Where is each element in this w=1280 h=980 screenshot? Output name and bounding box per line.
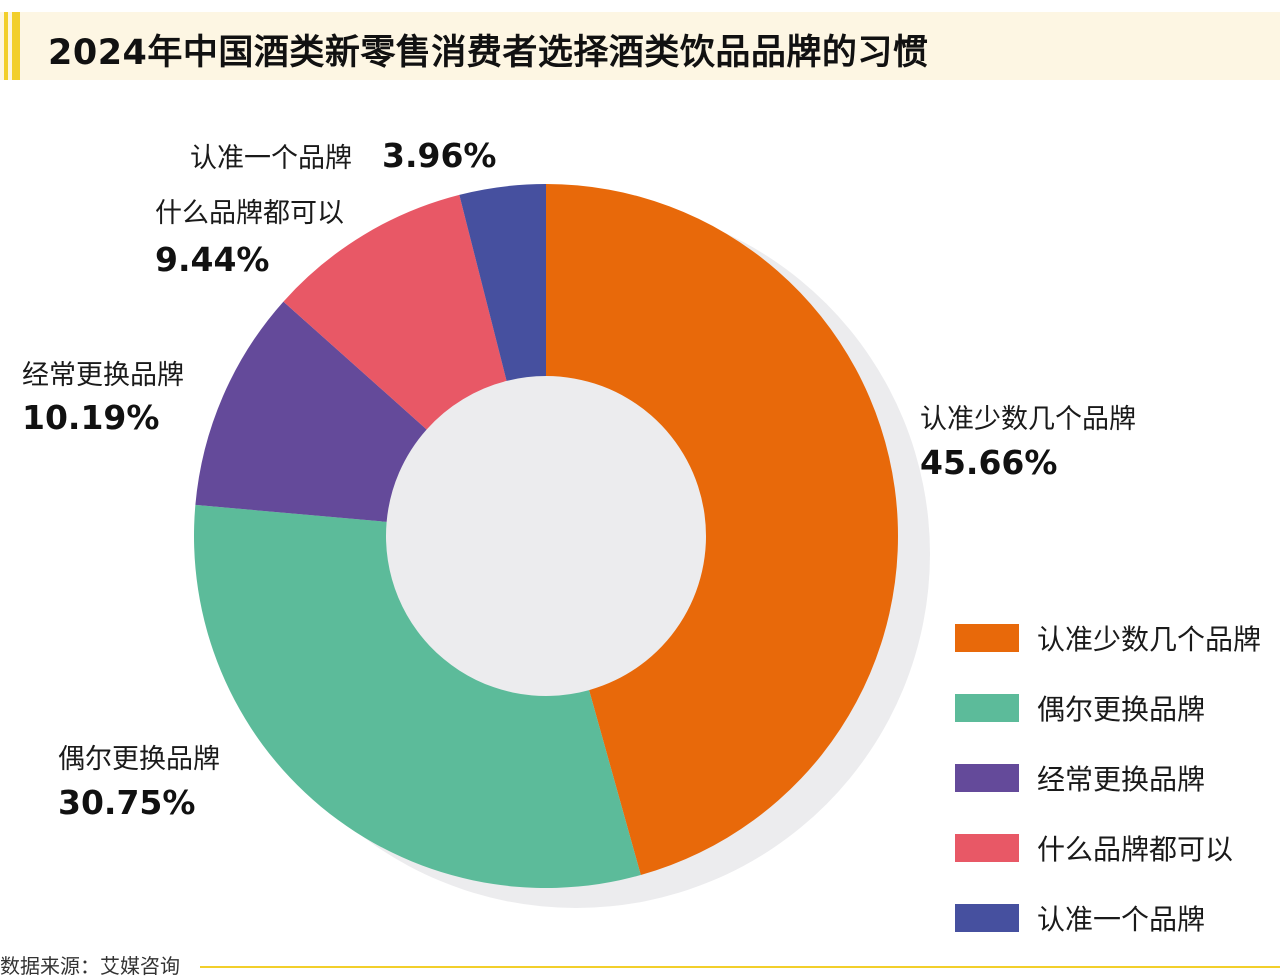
legend-swatch <box>955 624 1019 652</box>
slice-label-name: 认准少数几个品牌 <box>920 404 1136 435</box>
donut-slice <box>546 184 898 875</box>
slice-label-name: 偶尔更换品牌 <box>58 744 220 775</box>
slice-label-value: 45.66% <box>920 443 1057 482</box>
legend-label: 认准少数几个品牌 <box>1037 623 1262 656</box>
slice-label-name: 经常更换品牌 <box>22 360 184 391</box>
legend-swatch <box>955 904 1019 932</box>
legend-label: 认准一个品牌 <box>1037 903 1206 936</box>
slice-label-value: 10.19% <box>22 398 159 437</box>
slice-label-value: 30.75% <box>58 783 195 822</box>
source-note: 数据来源：艾媒咨询 <box>0 954 180 978</box>
legend-swatch <box>955 834 1019 862</box>
title-accent-bar <box>12 12 20 80</box>
donut-slice <box>193 504 641 888</box>
legend-swatch <box>955 694 1019 722</box>
legend-label: 偶尔更换品牌 <box>1037 693 1206 726</box>
donut-slice <box>459 184 546 381</box>
donut-slice <box>283 194 507 430</box>
legend-label: 经常更换品牌 <box>1037 763 1206 796</box>
slice-label-name: 认准一个品牌 <box>190 143 352 174</box>
slice-label-name: 什么品牌都可以 <box>155 198 344 229</box>
slice-label-value: 3.96% <box>382 136 497 175</box>
legend-label: 什么品牌都可以 <box>1037 833 1234 866</box>
donut-slices <box>193 184 898 888</box>
donut-slice <box>195 301 427 522</box>
title-accent-bar <box>4 12 8 80</box>
slice-label-value: 9.44% <box>155 240 270 279</box>
title-bar <box>0 12 1280 80</box>
source-divider <box>200 966 1280 968</box>
legend-swatch <box>955 764 1019 792</box>
chart-title: 2024年中国酒类新零售消费者选择酒类饮品品牌的习惯 <box>48 33 929 73</box>
